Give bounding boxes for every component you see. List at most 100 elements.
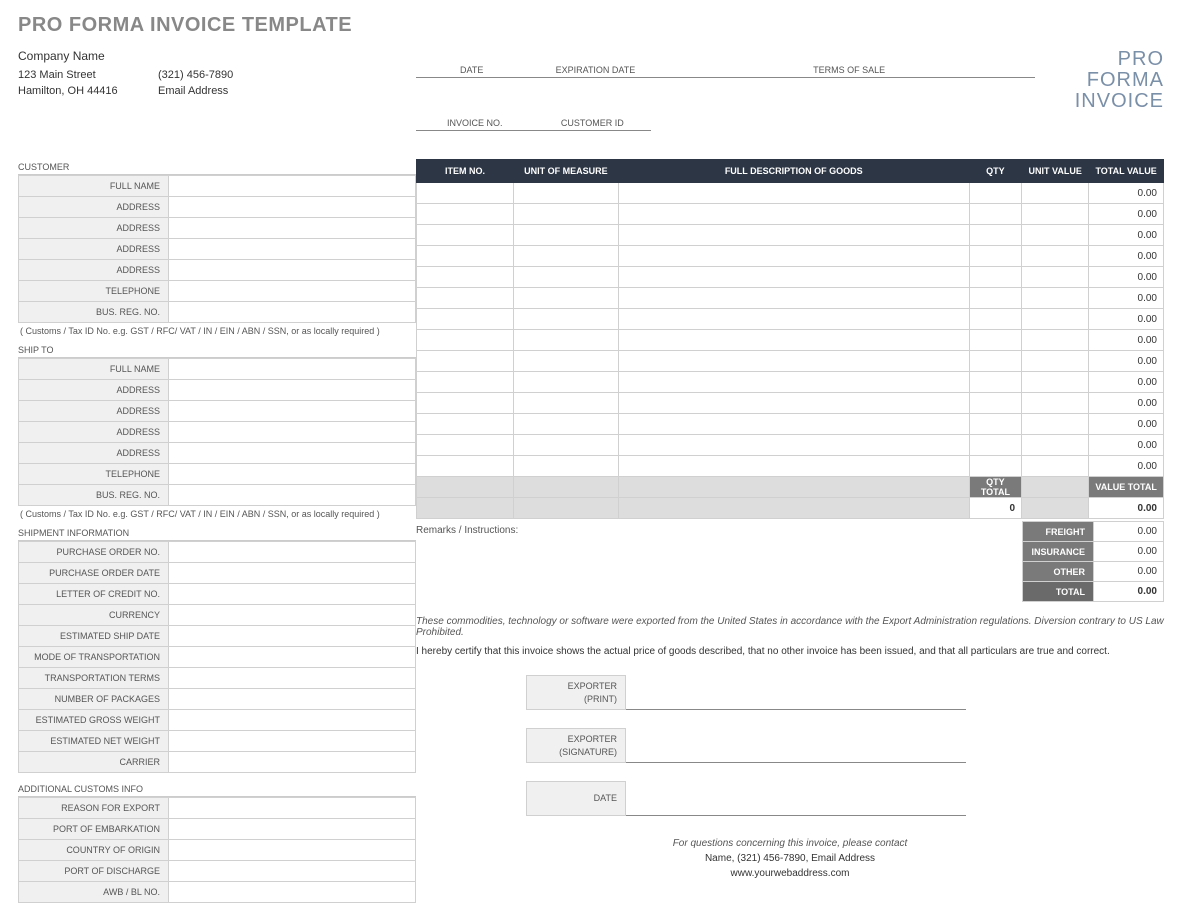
- items-cell[interactable]: [969, 288, 1021, 309]
- items-cell[interactable]: [1022, 183, 1089, 204]
- items-cell[interactable]: [969, 204, 1021, 225]
- items-cell[interactable]: [514, 183, 619, 204]
- items-cell[interactable]: [417, 330, 514, 351]
- items-cell[interactable]: [417, 414, 514, 435]
- items-cell[interactable]: [1022, 204, 1089, 225]
- items-cell[interactable]: [417, 246, 514, 267]
- items-cell[interactable]: [1022, 456, 1089, 477]
- form-input[interactable]: [169, 239, 416, 260]
- hf-customer-id[interactable]: CUSTOMER ID: [534, 102, 652, 130]
- items-cell[interactable]: [969, 351, 1021, 372]
- items-cell[interactable]: [417, 435, 514, 456]
- items-cell[interactable]: [417, 372, 514, 393]
- form-input[interactable]: [169, 647, 416, 668]
- hf-terms[interactable]: TERMS OF SALE: [664, 49, 1035, 77]
- form-input[interactable]: [169, 584, 416, 605]
- form-input[interactable]: [169, 422, 416, 443]
- items-cell[interactable]: [514, 456, 619, 477]
- items-cell[interactable]: [514, 288, 619, 309]
- form-input[interactable]: [169, 302, 416, 323]
- form-input[interactable]: [169, 626, 416, 647]
- items-cell[interactable]: [1022, 372, 1089, 393]
- items-cell[interactable]: [514, 435, 619, 456]
- form-input[interactable]: [169, 197, 416, 218]
- items-cell[interactable]: [1022, 246, 1089, 267]
- items-cell[interactable]: [618, 204, 969, 225]
- items-cell[interactable]: [514, 393, 619, 414]
- form-input[interactable]: [169, 401, 416, 422]
- form-input[interactable]: [169, 542, 416, 563]
- sig-line-date[interactable]: [626, 781, 966, 816]
- form-input[interactable]: [169, 563, 416, 584]
- items-cell[interactable]: [417, 288, 514, 309]
- items-cell[interactable]: [618, 183, 969, 204]
- items-cell[interactable]: [514, 414, 619, 435]
- items-cell[interactable]: [618, 414, 969, 435]
- items-cell[interactable]: [618, 456, 969, 477]
- items-cell[interactable]: [514, 372, 619, 393]
- items-cell[interactable]: [1022, 351, 1089, 372]
- hf-date[interactable]: DATE: [416, 49, 527, 77]
- items-cell[interactable]: [618, 330, 969, 351]
- form-input[interactable]: [169, 281, 416, 302]
- items-cell[interactable]: [514, 351, 619, 372]
- form-input[interactable]: [169, 443, 416, 464]
- items-cell[interactable]: [618, 267, 969, 288]
- items-cell[interactable]: [969, 330, 1021, 351]
- items-cell[interactable]: [514, 246, 619, 267]
- items-cell[interactable]: [514, 225, 619, 246]
- form-input[interactable]: [169, 176, 416, 197]
- items-cell[interactable]: [1022, 309, 1089, 330]
- items-cell[interactable]: [969, 309, 1021, 330]
- items-cell[interactable]: [514, 267, 619, 288]
- items-cell[interactable]: [969, 456, 1021, 477]
- items-cell[interactable]: [618, 372, 969, 393]
- form-input[interactable]: [169, 819, 416, 840]
- items-cell[interactable]: [417, 267, 514, 288]
- form-input[interactable]: [169, 485, 416, 506]
- items-cell[interactable]: [1022, 435, 1089, 456]
- items-cell[interactable]: [618, 435, 969, 456]
- form-input[interactable]: [169, 689, 416, 710]
- items-cell[interactable]: [618, 393, 969, 414]
- items-cell[interactable]: [969, 246, 1021, 267]
- items-cell[interactable]: [417, 204, 514, 225]
- items-cell[interactable]: [618, 246, 969, 267]
- items-cell[interactable]: [969, 183, 1021, 204]
- form-input[interactable]: [169, 380, 416, 401]
- form-input[interactable]: [169, 464, 416, 485]
- items-cell[interactable]: [417, 183, 514, 204]
- items-cell[interactable]: [618, 351, 969, 372]
- items-cell[interactable]: [1022, 393, 1089, 414]
- items-cell[interactable]: [969, 267, 1021, 288]
- items-cell[interactable]: [417, 309, 514, 330]
- items-cell[interactable]: [969, 414, 1021, 435]
- form-input[interactable]: [169, 840, 416, 861]
- items-cell[interactable]: [417, 456, 514, 477]
- items-cell[interactable]: [618, 309, 969, 330]
- items-cell[interactable]: [514, 309, 619, 330]
- items-cell[interactable]: [417, 351, 514, 372]
- items-cell[interactable]: [1022, 414, 1089, 435]
- form-input[interactable]: [169, 752, 416, 773]
- items-cell[interactable]: [618, 225, 969, 246]
- items-cell[interactable]: [1022, 288, 1089, 309]
- form-input[interactable]: [169, 798, 416, 819]
- hf-expiration[interactable]: EXPIRATION DATE: [527, 49, 663, 77]
- items-cell[interactable]: [969, 435, 1021, 456]
- form-input[interactable]: [169, 731, 416, 752]
- sig-line-print[interactable]: [626, 675, 966, 710]
- items-cell[interactable]: [514, 330, 619, 351]
- form-input[interactable]: [169, 861, 416, 882]
- items-cell[interactable]: [1022, 330, 1089, 351]
- form-input[interactable]: [169, 260, 416, 281]
- items-cell[interactable]: [417, 225, 514, 246]
- items-cell[interactable]: [1022, 225, 1089, 246]
- items-cell[interactable]: [969, 225, 1021, 246]
- form-input[interactable]: [169, 710, 416, 731]
- form-input[interactable]: [169, 605, 416, 626]
- items-cell[interactable]: [1022, 267, 1089, 288]
- items-cell[interactable]: [969, 393, 1021, 414]
- items-cell[interactable]: [618, 288, 969, 309]
- sig-line-signature[interactable]: [626, 728, 966, 763]
